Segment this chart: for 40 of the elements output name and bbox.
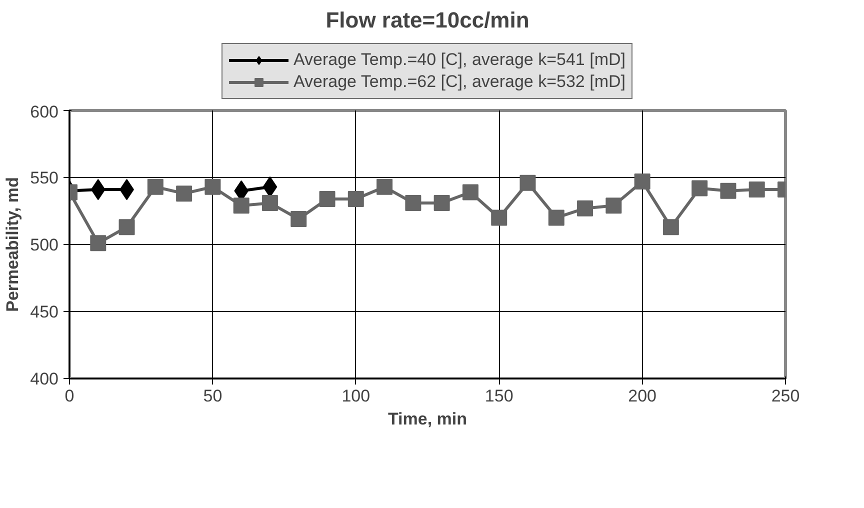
- x-tick-label: 0: [64, 386, 74, 406]
- y-tick-label: 500: [30, 236, 59, 254]
- y-axis-title: Permeability, md: [3, 177, 22, 312]
- point: [577, 200, 594, 216]
- point: [606, 198, 622, 214]
- point: [262, 194, 278, 211]
- point: [348, 190, 364, 207]
- point: [90, 235, 106, 252]
- point: [748, 182, 765, 198]
- point: [491, 210, 508, 226]
- chart-title: Flow rate=10cc/min: [326, 8, 530, 32]
- point: [290, 211, 307, 228]
- x-tick-label: 100: [342, 386, 370, 406]
- point: [634, 174, 650, 190]
- x-tick-label: 250: [771, 386, 800, 406]
- legend-label: Average Temp.=40 [C], average k=541 [mD]: [293, 50, 626, 70]
- point: [118, 219, 135, 236]
- x-tick-label: 150: [484, 386, 514, 406]
- x-tick-label: 50: [203, 386, 222, 406]
- x-tick-label: 200: [628, 386, 656, 406]
- point: [147, 178, 164, 195]
- y-tick-label: 550: [30, 168, 59, 188]
- y-tick-label: 450: [30, 302, 59, 322]
- y-tick-label: 400: [30, 370, 59, 388]
- point: [548, 210, 564, 226]
- point: [376, 178, 393, 195]
- point: [204, 178, 221, 195]
- point: [319, 190, 336, 207]
- point: [692, 180, 708, 196]
- legend-label: Average Temp.=62 [C], average k=532 [mD]: [293, 72, 626, 92]
- point: [662, 219, 679, 236]
- point: [520, 174, 536, 191]
- point: [405, 194, 422, 211]
- point: [720, 182, 736, 199]
- point: [233, 198, 250, 214]
- point: [462, 184, 478, 200]
- point: [434, 194, 450, 211]
- point: [176, 186, 192, 202]
- y-tick-label: 600: [30, 102, 59, 122]
- x-axis-title: Time, min: [388, 410, 468, 428]
